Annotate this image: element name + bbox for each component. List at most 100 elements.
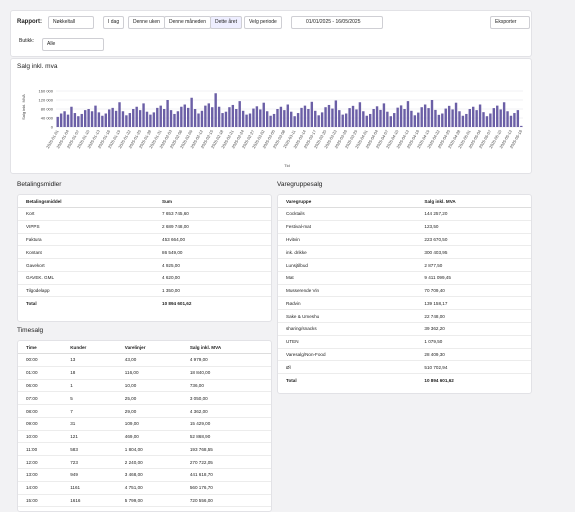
bar: [307, 109, 310, 127]
bar: [238, 101, 241, 127]
cell: 10 894 601,62: [162, 300, 192, 306]
column-header: Salg inkl. MVA: [416, 195, 531, 208]
bar: [451, 109, 454, 127]
table-row: Rødvin 139 158,17: [278, 296, 531, 311]
bar: [358, 102, 362, 127]
bar: [520, 125, 523, 127]
table-row: Total 10 894 601,62: [278, 374, 531, 386]
table: Time Kunder Varelinjer Salg inkl. MVA 00:00 1…: [18, 341, 271, 508]
cell: 1161: [62, 481, 117, 495]
cell: 560 176,70: [181, 481, 271, 495]
table-row: 13:00 949 3 468,00 441 618,70: [18, 468, 271, 482]
bar: [286, 104, 289, 127]
bar: [138, 110, 142, 127]
cell: 2 877,50: [416, 258, 531, 272]
table-row: Faktura 453 664,00: [18, 233, 271, 247]
bar: [190, 97, 193, 127]
store-select[interactable]: Alle: [42, 38, 104, 51]
date-range[interactable]: 01/01/2025 - 16/05/2025: [291, 16, 383, 29]
bar: [417, 112, 420, 127]
cell: 720 556,00: [181, 494, 271, 508]
bar: [152, 112, 156, 127]
bar: [482, 112, 485, 127]
column-header: Salg inkl. MVA: [181, 341, 271, 354]
cell: 5 799,00: [116, 494, 182, 508]
x-axis-label: Tid: [284, 163, 289, 168]
bar: [83, 110, 87, 127]
bar: [317, 115, 320, 127]
bar: [66, 114, 70, 127]
cell: 139 158,17: [416, 296, 531, 311]
cell: 9 411 099,45: [416, 271, 531, 285]
cell: 736,00: [181, 379, 271, 393]
bar: [200, 110, 204, 127]
report-select[interactable]: Nøkkeltall: [48, 16, 94, 29]
cell: sharing/snacks: [278, 322, 417, 336]
y-axis-label: Salg inkl. MVA: [21, 94, 26, 120]
cell: Musserende Vin: [278, 284, 417, 298]
period-button[interactable]: Denne måneden: [164, 16, 211, 29]
table-row: Lunsjtilbud 2 877,50: [278, 258, 531, 272]
table-row: VIPPS 2 689 748,00: [18, 220, 271, 234]
bar: [211, 107, 214, 127]
hourly-table: Time Kunder Varelinjer Salg inkl. MVA 00:00 1…: [17, 340, 272, 512]
bar: [293, 116, 296, 127]
bar: [63, 111, 66, 127]
bar: [489, 113, 492, 127]
column-header: Betalingsmiddel: [18, 195, 155, 208]
cell: Gavekort: [18, 258, 155, 272]
cell: 00:00: [18, 353, 63, 367]
period-button[interactable]: Denne uken: [128, 16, 165, 29]
cell: 15:00: [18, 494, 63, 508]
cell: ink. drikke: [278, 245, 417, 260]
cell: 300 403,95: [416, 245, 531, 260]
cell: 270 722,05: [181, 455, 271, 470]
table-row: Hvitvin 223 670,50: [278, 233, 531, 247]
bar: [276, 109, 279, 127]
cell: Total: [26, 300, 37, 306]
bar: [396, 107, 399, 127]
bar: [320, 112, 324, 127]
table-row: 09:00 31 109,00 15 429,00: [18, 417, 271, 431]
bar: [351, 105, 355, 127]
cell: 4 751,00: [116, 481, 182, 495]
cell: 3 050,00: [181, 391, 271, 406]
bar: [413, 115, 417, 127]
bar: [87, 109, 90, 127]
table-row: Kontant 86 549,00: [18, 245, 271, 260]
bar: [444, 108, 447, 127]
table-row: Kort 7 653 745,60: [18, 207, 271, 221]
period-button[interactable]: I dag: [103, 16, 125, 29]
bar: [279, 106, 283, 127]
bar: [73, 113, 77, 127]
bar: [156, 107, 159, 127]
bar: [430, 100, 434, 127]
cell: Faktura: [18, 233, 155, 247]
period-button[interactable]: Dette året: [210, 16, 242, 29]
bar: [410, 110, 413, 127]
cell: 15 429,00: [181, 417, 271, 431]
bar: [300, 107, 303, 127]
cell: 31: [62, 417, 117, 431]
bar: [478, 104, 482, 127]
cell: Mat: [278, 271, 417, 285]
bar: [509, 115, 513, 127]
bar: [214, 93, 217, 127]
cell: Sake & Umeshu: [278, 309, 417, 324]
cell: 723: [62, 455, 117, 470]
export-button[interactable]: Eksporter: [490, 16, 530, 29]
period-button[interactable]: Velg periode: [244, 16, 282, 29]
bar: [94, 105, 97, 127]
report-label: Rapport:: [17, 19, 42, 25]
cell: VIPPS: [18, 220, 155, 234]
cell: Total: [286, 377, 297, 383]
cell: 1: [62, 379, 117, 393]
bar: [314, 110, 317, 127]
bar: [142, 103, 145, 127]
table-row: Øl 510 702,94: [278, 360, 531, 375]
bar: [272, 113, 276, 127]
bar: [159, 105, 162, 127]
cell: 18 840,00: [181, 366, 271, 380]
table-row: Musserende Vin 70 709,40: [278, 284, 531, 298]
